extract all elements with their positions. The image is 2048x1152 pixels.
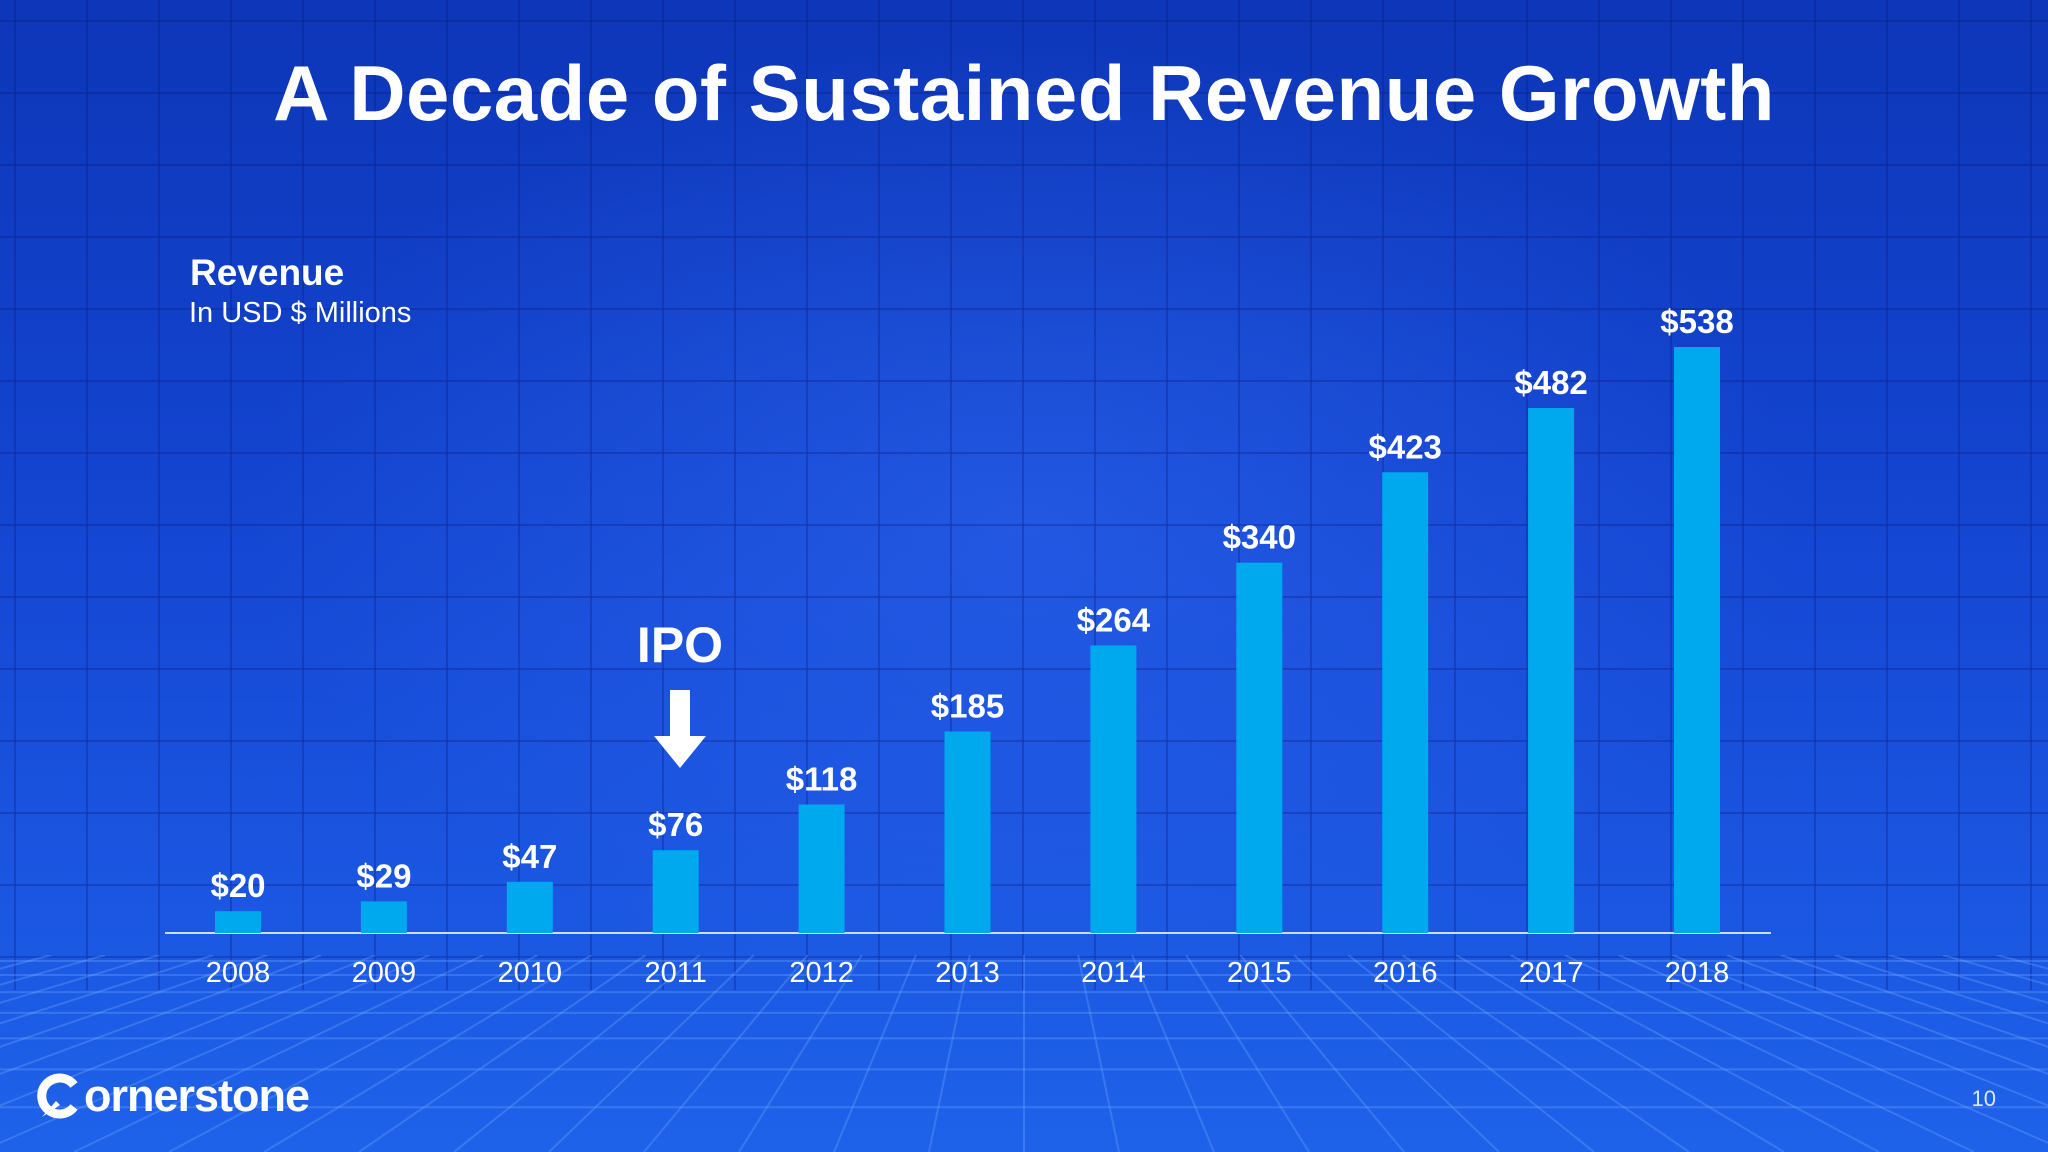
data-label-2016: $423 [1368,428,1441,465]
floor-grid-line [643,955,809,1152]
floor-grid-line [453,955,701,1152]
data-label-2017: $482 [1514,364,1587,401]
chart-subtitle: In USD $ Millions [189,297,412,329]
bar-2011 [652,850,699,933]
floor-grid [0,955,2048,1152]
down-arrow-icon [654,690,706,768]
x-tick-label-2014: 2014 [1081,957,1146,989]
floor-grid-line [0,955,322,1075]
cornerstone-logo-icon [37,1073,78,1119]
bar-2017 [1528,407,1575,933]
floor-grid-line [1888,955,2048,1004]
bar-2010 [506,881,553,933]
floor-grid-line [1455,955,1785,1152]
floor-grid-line [0,955,160,1004]
floor-grid-line [1293,955,1500,1152]
cornerstone-logo: ornerstone [36,1068,310,1124]
x-tick-label-2008: 2008 [206,957,271,989]
x-tick-label-2015: 2015 [1227,957,1292,989]
floor-grid-line [738,955,863,1152]
bar-2009 [360,901,407,933]
bar-2018 [1674,347,1720,933]
floor-grid-line [0,955,376,1107]
x-tick-label-2017: 2017 [1519,957,1584,989]
floor-grid-line [1618,955,2048,1144]
bar-2012 [798,804,845,933]
floor-grid-line [263,955,593,1152]
slide-title: A Decade of Sustained Revenue Growth [273,49,1775,137]
chart-title: Revenue [190,252,345,293]
data-label-2009: $29 [356,857,411,894]
x-tick-label-2010: 2010 [498,957,563,989]
data-label-2010: $47 [502,838,557,875]
floor-grid-line [1509,955,1880,1152]
bar-2014 [1090,645,1137,933]
floor-grid-line [0,955,430,1144]
floor-grid-line [1834,955,2048,1025]
floor-grid-line [1780,955,2048,1048]
floor-grid-line [1077,955,1120,1152]
x-tick-label-2012: 2012 [789,957,854,989]
floor-grid-line [1347,955,1595,1152]
floor-grid-line [833,955,917,1152]
data-label-2014: $264 [1077,601,1151,638]
floor-grid-line [1239,955,1405,1152]
floor-grid-line [1672,955,2048,1107]
floor-grid-line [0,955,214,1025]
x-tick-label-2018: 2018 [1665,957,1730,989]
data-label-2008: $20 [210,867,265,904]
floor-grid-line [1131,955,1215,1152]
floor-grid-line [1401,955,1690,1152]
bar-2016 [1382,472,1429,933]
floor-grid-line [1726,955,2048,1075]
data-label-2012: $118 [786,760,858,797]
x-tick-label-2011: 2011 [645,957,707,989]
floor-grid-line [548,955,755,1152]
floor-grid-line [0,955,268,1048]
floor-grid-line [168,955,539,1152]
page-number: 10 [1971,1086,1996,1111]
ipo-label: IPO [636,617,724,673]
data-label-2011: $76 [648,806,703,843]
data-label-2015: $340 [1223,519,1296,556]
bar-2008 [215,911,261,933]
floor-grid-line [358,955,647,1152]
data-label-2018: $538 [1660,303,1733,340]
floor-grid-line [928,955,971,1152]
floor-grid-line [1564,955,1975,1152]
floor-grid-line [73,955,484,1152]
x-tick-label-2009: 2009 [352,957,417,989]
data-label-2013: $185 [931,687,1004,724]
logo-text: ornerstone [84,1070,310,1121]
x-tick-label-2016: 2016 [1373,957,1438,989]
x-tick-label-2013: 2013 [935,957,1000,989]
bar-2015 [1236,562,1283,933]
floor-grid-line [1185,955,1310,1152]
bar-2013 [944,731,991,933]
